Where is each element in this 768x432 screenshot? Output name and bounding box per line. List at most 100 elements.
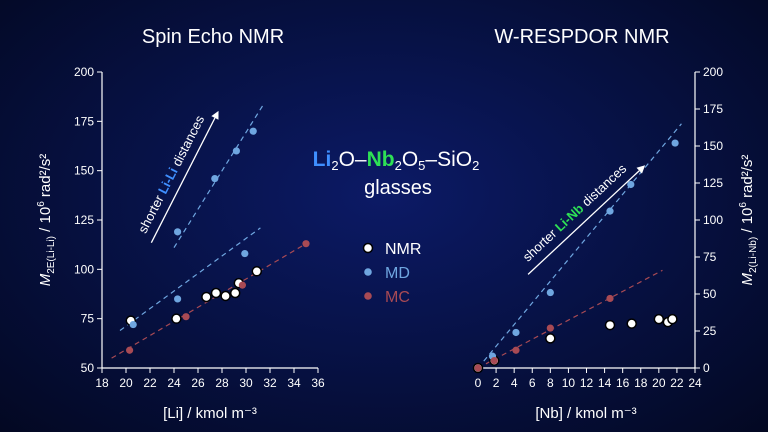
point-nmr (171, 313, 182, 324)
annotation-arrow-line (527, 170, 640, 275)
point-md (232, 147, 240, 155)
x-tick-label: 10 (562, 376, 576, 390)
y-tick-label: 50 (703, 287, 717, 301)
legend-label-nmr: NMR (385, 241, 421, 258)
y-tick-label: 100 (74, 262, 94, 276)
chart-right-points (472, 139, 679, 374)
point-md (512, 328, 520, 337)
x-tick-label: 20 (652, 376, 666, 390)
annotation-text: shorter Li-Li distances (135, 112, 208, 235)
point-md (546, 288, 554, 297)
point-md (174, 228, 182, 236)
y-tick-label: 200 (703, 65, 723, 79)
formula-o5-sub: 5 (418, 158, 425, 173)
point-mc (302, 240, 310, 248)
point-nmr (667, 313, 678, 325)
formula-o5: O (402, 148, 418, 171)
x-tick-label: 26 (191, 376, 205, 390)
x-tick-label: 12 (580, 376, 594, 390)
chart-right-x-ticks: 0 2 4 6 8 10 12 14 16 18 20 22 24 (475, 368, 702, 390)
formula-o1: O– (339, 148, 367, 171)
center-formula: Li2O–Nb2O5–SiO2 (313, 148, 480, 173)
x-tick-label: 18 (634, 376, 648, 390)
point-mc (474, 364, 482, 372)
center-subtitle: glasses (364, 177, 432, 199)
legend-marker-md (364, 268, 372, 276)
chart-left-y-ticks: 50 75 100 125 150 175 200 (74, 65, 102, 375)
y-tick-label: 150 (74, 164, 94, 178)
chart-left-points (125, 127, 310, 354)
point-mc (606, 294, 614, 303)
x-tick-label: 32 (263, 376, 277, 390)
legend: NMR MD MC (362, 241, 421, 306)
point-nmr (201, 291, 212, 303)
formula-rest-sub: 2 (472, 158, 479, 173)
legend-marker-mc (364, 292, 372, 300)
chart-right: W-RESPDOR NMR 0 2 4 6 8 10 12 14 16 18 20 22 24 0255… (472, 26, 759, 422)
y-tick-label: 75 (81, 312, 95, 326)
legend-label-md: MD (385, 265, 410, 282)
formula-nb-sub: 2 (395, 158, 402, 173)
y-tick-label: 0 (703, 361, 710, 375)
point-nmr (210, 287, 222, 299)
point-md (211, 174, 219, 183)
y-tick-label: 75 (703, 250, 717, 264)
chart-right-fit-lines (477, 123, 682, 369)
y-tick-label: 25 (703, 324, 717, 338)
point-nmr (229, 287, 241, 299)
point-md (241, 249, 249, 258)
formula-li: Li (313, 148, 332, 171)
chart-left-annotation: shorter Li-Li distances (135, 110, 219, 244)
point-nmr (220, 290, 231, 302)
fit-line (173, 103, 265, 248)
point-md (671, 139, 679, 147)
x-tick-label: 30 (239, 376, 253, 390)
x-tick-label: 24 (688, 376, 702, 390)
x-tick-label: 22 (670, 376, 684, 390)
point-mc (546, 324, 554, 332)
x-tick-label: 2 (493, 376, 500, 390)
y-tick-label: 50 (81, 361, 95, 375)
annotation-arrow-head (211, 110, 219, 120)
annotation-pre: shorter (520, 223, 562, 264)
x-tick-label: 14 (598, 376, 612, 390)
x-tick-label: 36 (311, 376, 325, 390)
chart-left-title: Spin Echo NMR (142, 26, 284, 48)
x-tick-label: 4 (511, 376, 518, 390)
chart-right-y-ticks: 0 25 50 75 100 125 150 175 200 (695, 65, 723, 375)
y-tick-label: 175 (703, 102, 723, 116)
x-tick-label: 22 (143, 376, 157, 390)
x-tick-label: 24 (167, 376, 181, 390)
chart-left: Spin Echo NMR 18 20 22 24 26 28 30 32 34 36 50 75 1… (36, 26, 325, 422)
chart-right-x-label: [Nb] / kmol m⁻³ (535, 405, 636, 422)
fit-line (477, 123, 682, 369)
point-nmr (653, 313, 665, 325)
point-nmr (251, 266, 263, 277)
annotation-post: distances (167, 112, 207, 171)
x-tick-label: 0 (475, 376, 482, 390)
point-md (129, 320, 137, 329)
formula-rest: –SiO (425, 148, 472, 171)
chart-left-x-ticks: 18 20 22 24 26 28 30 32 34 36 (95, 368, 325, 390)
y-tick-label: 125 (74, 213, 94, 227)
point-nmr (545, 333, 556, 344)
chart-right-title: W-RESPDOR NMR (494, 26, 669, 48)
legend-label-mc: MC (385, 289, 410, 306)
x-tick-label: 20 (119, 376, 133, 390)
x-tick-label: 28 (215, 376, 229, 390)
point-mc (238, 281, 246, 289)
formula-li-sub: 2 (331, 158, 338, 173)
point-nmr (604, 319, 616, 331)
legend-marker-nmr (362, 242, 374, 254)
chart-left-y-label: M2E(Li-Li) / 106 rad²/s² (36, 154, 57, 287)
x-tick-label: 34 (287, 376, 301, 390)
point-mc (126, 346, 134, 354)
chart-left-x-label: [Li] / kmol m⁻³ (163, 405, 257, 422)
point-md (174, 295, 182, 303)
y-tick-label: 100 (703, 213, 723, 227)
annotation-pre: shorter (135, 189, 168, 235)
y-tick-label: 150 (703, 139, 723, 153)
y-tick-label: 200 (74, 65, 94, 79)
fit-line (119, 227, 261, 331)
